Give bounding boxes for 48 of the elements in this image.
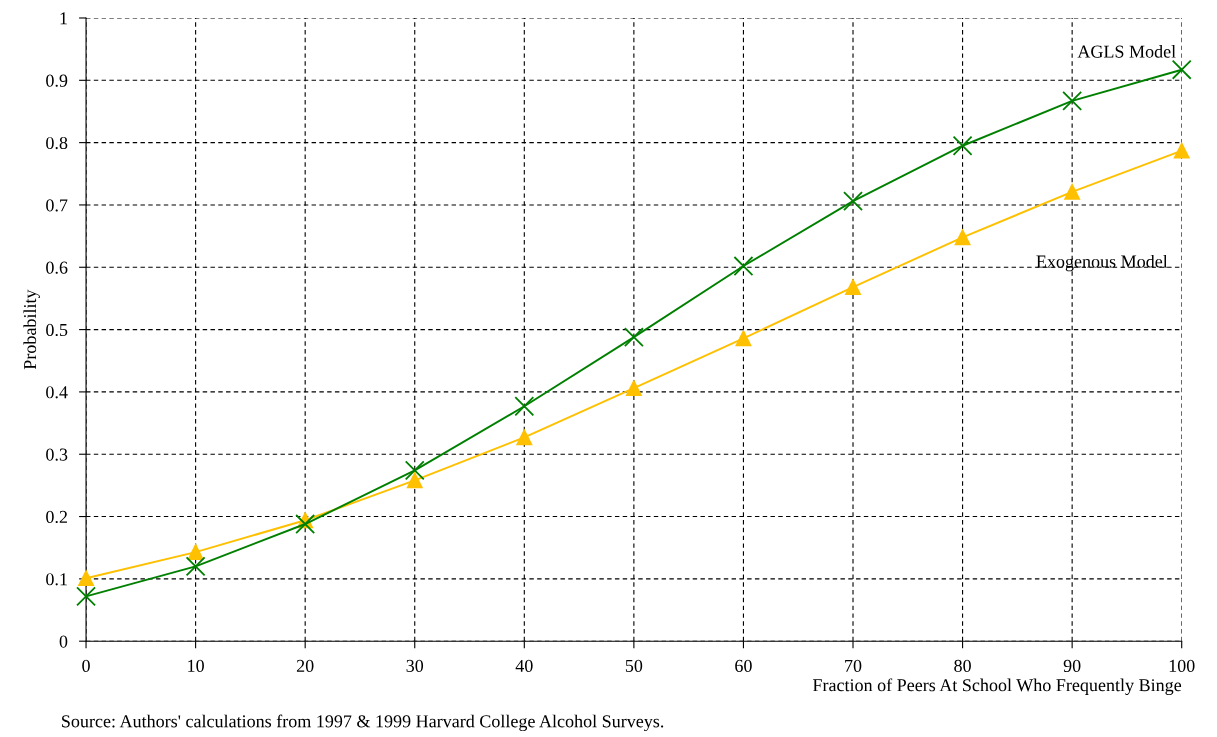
- point: [404, 460, 425, 481]
- y-tick-label: 1: [60, 12, 67, 25]
- source-note: Source: Authors' calculations from 1997 & 1999 Harvard College Alcohol Surveys.: [62, 714, 664, 732]
- point: [735, 330, 752, 347]
- point: [626, 380, 642, 397]
- text: Exogenous Model: [1036, 254, 1168, 272]
- x-tick-label: 40: [515, 659, 533, 672]
- point: [76, 586, 96, 607]
- x-tick-label: 60: [735, 659, 752, 672]
- point: [78, 570, 94, 587]
- x-tick-label: 100: [1169, 659, 1195, 672]
- y-tick-label: 0.7: [46, 199, 68, 212]
- y-tick-label: 0.9: [46, 74, 68, 87]
- point: [843, 191, 863, 212]
- y-tick-label: 0.3: [46, 448, 68, 461]
- point: [406, 472, 423, 489]
- y-tick-label: 0.1: [46, 573, 67, 586]
- point: [187, 544, 204, 560]
- x-tick-label: 70: [845, 659, 862, 672]
- x-tick-label: 50: [625, 659, 643, 672]
- point: [1064, 184, 1080, 200]
- point: [514, 396, 535, 417]
- x-tick-label: 20: [296, 659, 314, 672]
- x-tick-label: 10: [188, 659, 204, 672]
- point: [295, 514, 316, 534]
- point: [1171, 59, 1192, 80]
- point: [845, 279, 861, 296]
- x-tick-label: 0: [82, 659, 90, 672]
- point: [516, 429, 533, 446]
- y-tick-label: 0.8: [46, 136, 68, 150]
- point: [1062, 90, 1083, 111]
- x-tick-label: 90: [1063, 659, 1081, 672]
- x-axis-title: Fraction of Peers At School Who Frequently Binge: [812, 678, 1182, 696]
- point: [623, 327, 644, 347]
- point: [185, 556, 206, 577]
- point: [952, 135, 973, 156]
- point: [1173, 142, 1190, 159]
- point: [954, 229, 971, 246]
- x-tick-label: 30: [406, 659, 424, 672]
- y-tick-label: 0.6: [46, 261, 68, 274]
- x-tick-label: 80: [954, 659, 971, 672]
- y-tick-label: 0: [59, 635, 68, 648]
- point: [733, 256, 754, 276]
- series-label: AGLS Model: [1077, 45, 1176, 58]
- y-tick-label: 0.5: [46, 323, 68, 337]
- y-tick-label: 0.2: [46, 510, 67, 524]
- y-tick-label: 0.4: [46, 386, 68, 399]
- y-axis-title: Probability: [23, 289, 40, 370]
